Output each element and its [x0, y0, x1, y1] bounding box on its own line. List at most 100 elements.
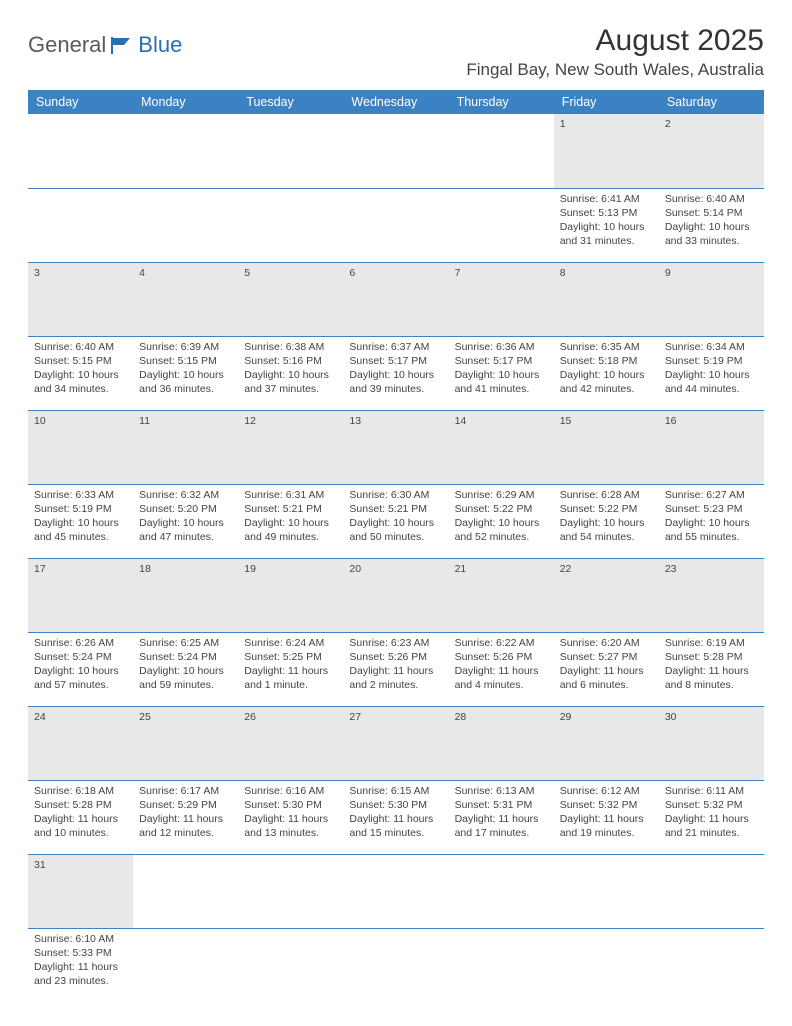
sunrise-line: Sunrise: 6:27 AM [665, 488, 758, 502]
day-number-cell: 3 [28, 262, 133, 336]
day-number-cell: 5 [238, 262, 343, 336]
day-number-cell: 17 [28, 558, 133, 632]
day-cell: Sunrise: 6:32 AMSunset: 5:20 PMDaylight:… [133, 484, 238, 558]
day-number-cell [449, 114, 554, 188]
day-number-cell: 20 [343, 558, 448, 632]
daylight-line: Daylight: 10 hours and 52 minutes. [455, 516, 548, 544]
day-cell: Sunrise: 6:19 AMSunset: 5:28 PMDaylight:… [659, 632, 764, 706]
daylight-line: Daylight: 11 hours and 2 minutes. [349, 664, 442, 692]
sunset-line: Sunset: 5:24 PM [139, 650, 232, 664]
day-number-cell: 12 [238, 410, 343, 484]
day-cell [238, 188, 343, 262]
daylight-line: Daylight: 11 hours and 8 minutes. [665, 664, 758, 692]
sunset-line: Sunset: 5:17 PM [349, 354, 442, 368]
daylight-line: Daylight: 10 hours and 42 minutes. [560, 368, 653, 396]
day-cell: Sunrise: 6:40 AMSunset: 5:14 PMDaylight:… [659, 188, 764, 262]
day-cell: Sunrise: 6:41 AMSunset: 5:13 PMDaylight:… [554, 188, 659, 262]
day-number-cell: 4 [133, 262, 238, 336]
day-cell: Sunrise: 6:12 AMSunset: 5:32 PMDaylight:… [554, 780, 659, 854]
sunrise-line: Sunrise: 6:24 AM [244, 636, 337, 650]
sunset-line: Sunset: 5:19 PM [34, 502, 127, 516]
daylight-line: Daylight: 10 hours and 45 minutes. [34, 516, 127, 544]
sunrise-line: Sunrise: 6:20 AM [560, 636, 653, 650]
day-cell: Sunrise: 6:35 AMSunset: 5:18 PMDaylight:… [554, 336, 659, 410]
sunset-line: Sunset: 5:30 PM [244, 798, 337, 812]
daylight-line: Daylight: 11 hours and 10 minutes. [34, 812, 127, 840]
day-cell: Sunrise: 6:16 AMSunset: 5:30 PMDaylight:… [238, 780, 343, 854]
day-cell: Sunrise: 6:39 AMSunset: 5:15 PMDaylight:… [133, 336, 238, 410]
daylight-line: Daylight: 10 hours and 55 minutes. [665, 516, 758, 544]
sunrise-line: Sunrise: 6:37 AM [349, 340, 442, 354]
sunrise-line: Sunrise: 6:34 AM [665, 340, 758, 354]
day-number-cell: 30 [659, 706, 764, 780]
daylight-line: Daylight: 11 hours and 21 minutes. [665, 812, 758, 840]
day-number-cell: 26 [238, 706, 343, 780]
day-cell [133, 188, 238, 262]
day-number-cell [659, 854, 764, 928]
day-content-row: Sunrise: 6:10 AMSunset: 5:33 PMDaylight:… [28, 928, 764, 1002]
day-header: Sunday [28, 90, 133, 114]
sunset-line: Sunset: 5:13 PM [560, 206, 653, 220]
day-number-cell: 22 [554, 558, 659, 632]
day-number-cell: 24 [28, 706, 133, 780]
sunset-line: Sunset: 5:23 PM [665, 502, 758, 516]
day-content-row: Sunrise: 6:18 AMSunset: 5:28 PMDaylight:… [28, 780, 764, 854]
daylight-line: Daylight: 10 hours and 54 minutes. [560, 516, 653, 544]
sunrise-line: Sunrise: 6:29 AM [455, 488, 548, 502]
sunset-line: Sunset: 5:21 PM [244, 502, 337, 516]
day-number-cell [343, 114, 448, 188]
day-number-cell: 10 [28, 410, 133, 484]
daylight-line: Daylight: 11 hours and 13 minutes. [244, 812, 337, 840]
day-cell: Sunrise: 6:36 AMSunset: 5:17 PMDaylight:… [449, 336, 554, 410]
sunset-line: Sunset: 5:24 PM [34, 650, 127, 664]
sunrise-line: Sunrise: 6:19 AM [665, 636, 758, 650]
day-number-cell: 21 [449, 558, 554, 632]
day-number-row: 24252627282930 [28, 706, 764, 780]
day-cell [28, 188, 133, 262]
day-cell [449, 928, 554, 1002]
day-cell: Sunrise: 6:26 AMSunset: 5:24 PMDaylight:… [28, 632, 133, 706]
day-header: Wednesday [343, 90, 448, 114]
sunset-line: Sunset: 5:20 PM [139, 502, 232, 516]
day-cell: Sunrise: 6:40 AMSunset: 5:15 PMDaylight:… [28, 336, 133, 410]
logo: General Blue [28, 32, 182, 58]
day-header: Monday [133, 90, 238, 114]
day-number-cell [133, 114, 238, 188]
day-number-cell [343, 854, 448, 928]
sunrise-line: Sunrise: 6:40 AM [665, 192, 758, 206]
sunset-line: Sunset: 5:14 PM [665, 206, 758, 220]
day-cell: Sunrise: 6:20 AMSunset: 5:27 PMDaylight:… [554, 632, 659, 706]
daylight-line: Daylight: 10 hours and 33 minutes. [665, 220, 758, 248]
sunset-line: Sunset: 5:22 PM [455, 502, 548, 516]
day-number-cell: 6 [343, 262, 448, 336]
title-block: August 2025 Fingal Bay, New South Wales,… [466, 24, 764, 86]
day-number-cell: 1 [554, 114, 659, 188]
day-number-cell [449, 854, 554, 928]
sunrise-line: Sunrise: 6:17 AM [139, 784, 232, 798]
sunset-line: Sunset: 5:32 PM [560, 798, 653, 812]
day-cell: Sunrise: 6:25 AMSunset: 5:24 PMDaylight:… [133, 632, 238, 706]
day-number-cell [28, 114, 133, 188]
sunrise-line: Sunrise: 6:18 AM [34, 784, 127, 798]
day-header-row: SundayMondayTuesdayWednesdayThursdayFrid… [28, 90, 764, 114]
day-number-row: 12 [28, 114, 764, 188]
day-cell: Sunrise: 6:34 AMSunset: 5:19 PMDaylight:… [659, 336, 764, 410]
day-cell: Sunrise: 6:27 AMSunset: 5:23 PMDaylight:… [659, 484, 764, 558]
day-number-cell: 2 [659, 114, 764, 188]
daylight-line: Daylight: 10 hours and 57 minutes. [34, 664, 127, 692]
day-cell: Sunrise: 6:37 AMSunset: 5:17 PMDaylight:… [343, 336, 448, 410]
sunset-line: Sunset: 5:28 PM [34, 798, 127, 812]
day-cell: Sunrise: 6:28 AMSunset: 5:22 PMDaylight:… [554, 484, 659, 558]
day-cell: Sunrise: 6:24 AMSunset: 5:25 PMDaylight:… [238, 632, 343, 706]
daylight-line: Daylight: 10 hours and 34 minutes. [34, 368, 127, 396]
daylight-line: Daylight: 10 hours and 41 minutes. [455, 368, 548, 396]
daylight-line: Daylight: 11 hours and 23 minutes. [34, 960, 127, 988]
day-cell: Sunrise: 6:11 AMSunset: 5:32 PMDaylight:… [659, 780, 764, 854]
sunrise-line: Sunrise: 6:10 AM [34, 932, 127, 946]
sunrise-line: Sunrise: 6:31 AM [244, 488, 337, 502]
day-cell: Sunrise: 6:22 AMSunset: 5:26 PMDaylight:… [449, 632, 554, 706]
logo-text-left: General [28, 32, 106, 58]
day-number-row: 31 [28, 854, 764, 928]
day-content-row: Sunrise: 6:33 AMSunset: 5:19 PMDaylight:… [28, 484, 764, 558]
day-number-cell: 7 [449, 262, 554, 336]
